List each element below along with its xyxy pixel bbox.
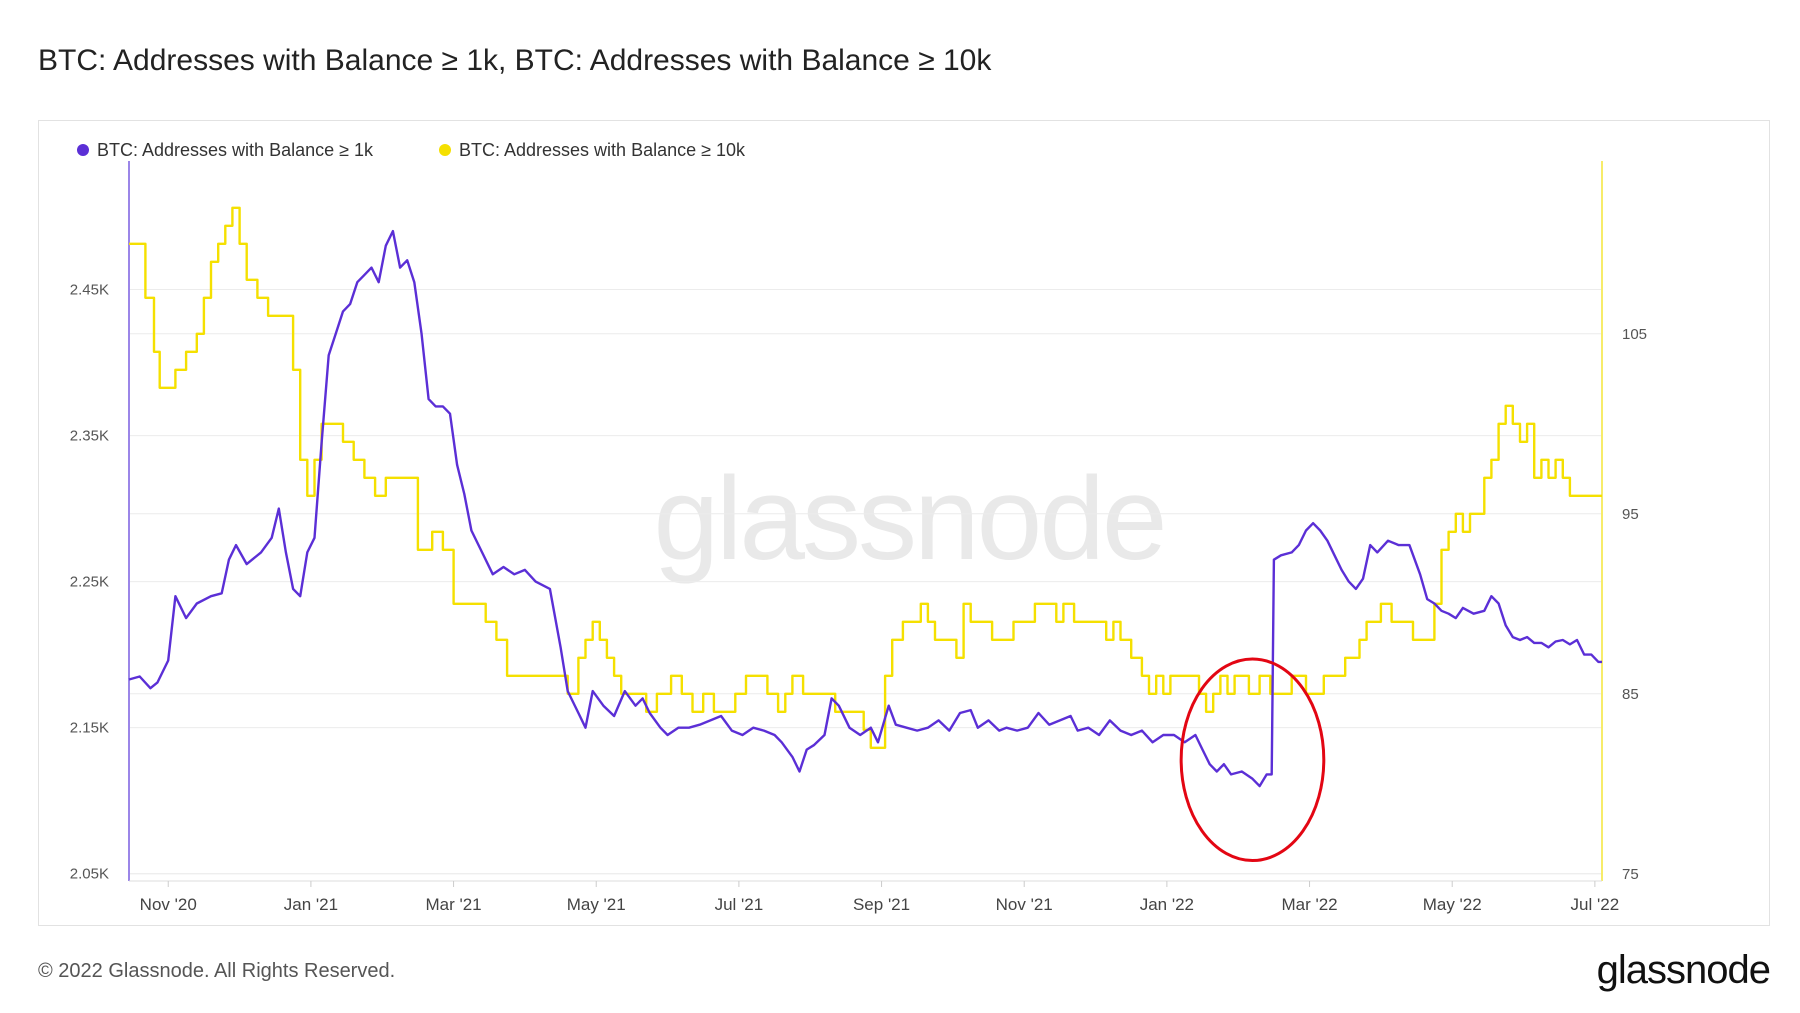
x-tick-label: Jul '21 xyxy=(715,895,764,914)
legend-marker xyxy=(439,144,451,156)
y-right-tick-label: 75 xyxy=(1622,866,1639,883)
x-tick-label: Mar '21 xyxy=(425,895,481,914)
annotation-layer xyxy=(1179,657,1326,863)
y-right-tick-label: 95 xyxy=(1622,506,1639,523)
series-layer xyxy=(128,206,1602,788)
y-left-tick-label: 2.15K xyxy=(70,720,109,737)
y-right-tick-label: 85 xyxy=(1622,686,1639,703)
series-line-1k xyxy=(128,229,1602,788)
x-tick-label: Nov '20 xyxy=(140,895,197,914)
highlight-ellipse xyxy=(1179,657,1326,863)
chart-container: glassnode 2.05K 2.15K 2.25K 2.35K 2.45K 75 85 9… xyxy=(38,120,1770,926)
x-tick-label: Nov '21 xyxy=(996,895,1053,914)
legend-label: BTC: Addresses with Balance ≥ 10k xyxy=(459,140,746,160)
y-left-tick-label: 2.35K xyxy=(70,428,109,445)
x-tick-label: Mar '22 xyxy=(1281,895,1337,914)
x-tick-label: May '21 xyxy=(567,895,626,914)
axes: 2.05K 2.15K 2.25K 2.35K 2.45K 75 85 95 105 Nov '2… xyxy=(70,161,1647,914)
grid-lines xyxy=(129,289,1602,875)
x-tick-label: Jan '21 xyxy=(284,895,338,914)
series-line-10k xyxy=(129,206,1602,749)
x-tick-label: Sep '21 xyxy=(853,895,910,914)
x-tick-label: May '22 xyxy=(1423,895,1482,914)
y-left-tick-label: 2.25K xyxy=(70,574,109,591)
x-tick-label: Jan '22 xyxy=(1140,895,1194,914)
legend-marker xyxy=(77,144,89,156)
chart-canvas: glassnode 2.05K 2.15K 2.25K 2.35K 2.45K 75 85 9… xyxy=(70,140,1647,914)
x-tick-label: Jul '22 xyxy=(1571,895,1620,914)
y-right-tick-label: 105 xyxy=(1622,326,1647,343)
y-left-tick-label: 2.45K xyxy=(70,282,109,299)
page-title: BTC: Addresses with Balance ≥ 1k, BTC: A… xyxy=(38,44,992,77)
legend-label: BTC: Addresses with Balance ≥ 1k xyxy=(97,140,374,160)
y-left-tick-label: 2.05K xyxy=(70,866,109,883)
legend[interactable]: BTC: Addresses with Balance ≥ 1k BTC: Add… xyxy=(77,140,746,160)
glassnode-logo[interactable]: glassnode xyxy=(1596,948,1771,992)
copyright-text: © 2022 Glassnode. All Rights Reserved. xyxy=(38,960,396,982)
watermark-text: glassnode xyxy=(654,453,1165,585)
